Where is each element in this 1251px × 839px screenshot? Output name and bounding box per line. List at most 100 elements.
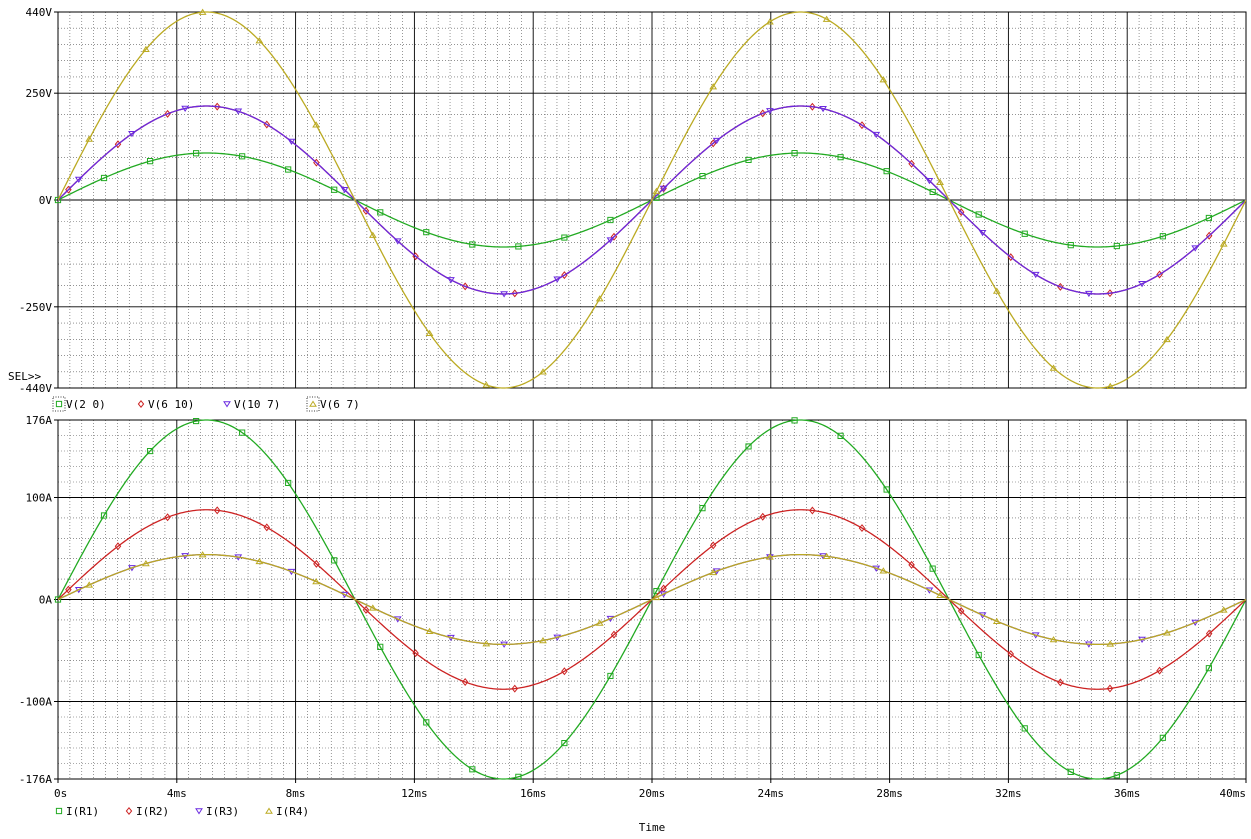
series-point: [1106, 640, 1115, 647]
series-point: [74, 176, 83, 184]
series-point: [872, 131, 881, 139]
series-point: [791, 149, 798, 157]
series-point: [515, 773, 522, 780]
series-point: [312, 121, 320, 128]
series-point: [929, 188, 936, 196]
series-point: [766, 553, 774, 560]
series-point: [883, 486, 890, 493]
series-point: [1031, 271, 1040, 279]
series-point: [809, 102, 816, 111]
series-point: [393, 238, 402, 245]
series-point: [255, 557, 264, 565]
series-point: [709, 568, 718, 576]
x-tick-label: 28ms: [876, 787, 903, 800]
series-point: [146, 447, 154, 455]
series-point: [607, 672, 614, 680]
legend-label: I(R3): [206, 805, 239, 818]
series-point: [263, 523, 271, 532]
series-point: [482, 381, 491, 388]
series-point: [100, 174, 108, 182]
legend-marker: [125, 807, 133, 815]
series-point: [1106, 289, 1114, 298]
series-point: [539, 636, 547, 644]
series-point: [1219, 606, 1228, 613]
series-point: [936, 591, 944, 598]
legend-select-box: [52, 396, 66, 412]
series-point: [1205, 629, 1213, 638]
x-tick-label: 32ms: [995, 787, 1022, 800]
series-point: [1159, 734, 1166, 741]
series-point: [482, 640, 491, 647]
series-point: [607, 216, 614, 224]
x-tick-label: 0s: [54, 787, 67, 800]
legend-marker: [55, 807, 63, 815]
x-tick-label: 40ms: [1220, 787, 1247, 800]
y-tick-label: -100A: [19, 695, 52, 708]
y-tick-label: -250V: [19, 301, 52, 314]
series-point: [837, 432, 844, 440]
series-point: [957, 607, 965, 616]
series-point: [766, 108, 774, 115]
series-point: [709, 83, 718, 90]
series-point: [1163, 335, 1171, 343]
series-point: [978, 229, 987, 237]
series-point: [100, 512, 108, 519]
series-point: [766, 18, 774, 25]
series-point: [883, 168, 890, 175]
series-point: [879, 567, 888, 574]
series-point: [1205, 214, 1212, 222]
series-point: [193, 150, 200, 157]
series-point: [193, 417, 200, 425]
y-tick-label: 250V: [26, 87, 53, 100]
series-point: [312, 578, 320, 585]
series-point: [1113, 242, 1120, 250]
series-point: [425, 627, 434, 635]
series-point: [553, 276, 562, 283]
series-point: [142, 45, 150, 53]
series-point: [791, 417, 798, 424]
series-point: [461, 677, 469, 686]
legend-label: V(2 0): [66, 398, 106, 411]
series-point: [1067, 768, 1074, 775]
series-point: [879, 76, 888, 83]
y-tick-label: 176A: [26, 414, 53, 427]
series-point: [1049, 364, 1058, 371]
series-point: [1113, 772, 1120, 779]
x-tick-label: 24ms: [758, 787, 785, 800]
series-point: [128, 131, 136, 138]
series-point: [198, 8, 207, 15]
series-point: [819, 105, 827, 113]
series-point: [511, 289, 519, 298]
series-point: [142, 559, 150, 567]
x-tick-label: 36ms: [1114, 787, 1141, 800]
legend-select-box: [306, 396, 320, 412]
series-point: [1163, 629, 1171, 636]
series-point: [822, 552, 831, 560]
series-point: [709, 541, 717, 550]
legend-marker: [55, 400, 63, 408]
series-point: [1021, 230, 1028, 237]
y-tick-label: -176A: [19, 773, 52, 786]
series-point: [1084, 290, 1093, 298]
series-point: [659, 185, 668, 193]
series-point: [255, 37, 264, 44]
series-point: [469, 241, 476, 248]
y-tick-label: 100A: [26, 492, 53, 505]
x-tick-label: 8ms: [286, 787, 306, 800]
series-point: [425, 329, 434, 337]
legend-marker: [309, 400, 317, 407]
y-tick-label: 0V: [39, 194, 53, 207]
series-point: [1067, 242, 1074, 249]
legend-label: V(6 10): [148, 398, 194, 411]
series-point: [652, 187, 661, 194]
legend-marker: [265, 807, 273, 814]
y-tick-label: 440V: [26, 6, 53, 19]
series-point: [234, 108, 243, 115]
series-point: [975, 651, 982, 659]
series-point: [285, 166, 292, 173]
series-point: [239, 153, 246, 160]
series-point: [837, 154, 844, 161]
series-point: [908, 560, 915, 569]
